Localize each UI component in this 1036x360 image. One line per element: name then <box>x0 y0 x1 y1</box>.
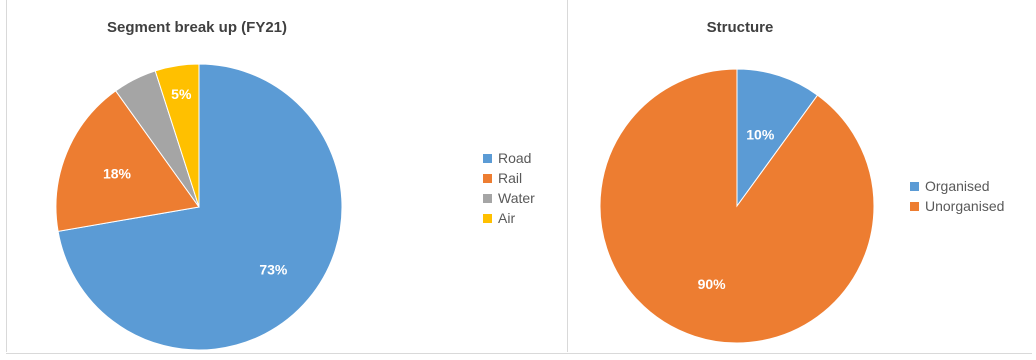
segment-chart-panel: Segment break up (FY21) 73% 18% 5% Road Rai… <box>6 0 568 352</box>
segment-pie-chart: 73% 18% 5% <box>55 63 343 351</box>
legend-item-air: Air <box>483 208 535 228</box>
legend-swatch <box>483 213 492 223</box>
pie-slice-rail <box>55 90 200 232</box>
legend-label: Air <box>498 210 516 226</box>
chart-title: Structure <box>706 19 774 36</box>
legend-swatch <box>910 181 919 191</box>
structure-chart-panel: Structure 10% 90% Organised Unorganised <box>570 0 1032 352</box>
data-label-air: 5% <box>171 86 192 102</box>
divider <box>6 353 1032 354</box>
legend-item-road: Road <box>483 148 535 168</box>
pie-slice-air <box>154 63 200 208</box>
pie-slice-unorganised <box>599 68 875 344</box>
legend-label: Rail <box>498 170 523 186</box>
chart-title: Segment break up (FY21) <box>106 19 288 36</box>
legend-item-water: Water <box>483 188 535 208</box>
legend-label: Road <box>498 150 532 166</box>
data-label-unorganised: 90% <box>698 276 727 292</box>
legend-label: Unorganised <box>925 198 1005 214</box>
legend-swatch <box>483 193 492 203</box>
legend-label: Organised <box>925 178 990 194</box>
legend-item-organised: Organised <box>910 176 1004 196</box>
pie-slice-road <box>57 63 343 351</box>
legend-swatch <box>910 201 919 211</box>
structure-legend: Organised Unorganised <box>910 176 1004 216</box>
legend-swatch <box>483 153 492 163</box>
legend-label: Water <box>498 190 535 206</box>
pie-slice-organised <box>736 68 819 208</box>
data-label-rail: 18% <box>103 165 132 181</box>
segment-legend: Road Rail Water Air <box>483 148 535 228</box>
legend-item-unorganised: Unorganised <box>910 196 1004 216</box>
structure-pie-chart: 10% 90% <box>599 68 875 344</box>
data-label-road: 73% <box>259 262 288 278</box>
data-label-organised: 10% <box>746 126 775 142</box>
legend-swatch <box>483 173 492 183</box>
legend-item-rail: Rail <box>483 168 535 188</box>
